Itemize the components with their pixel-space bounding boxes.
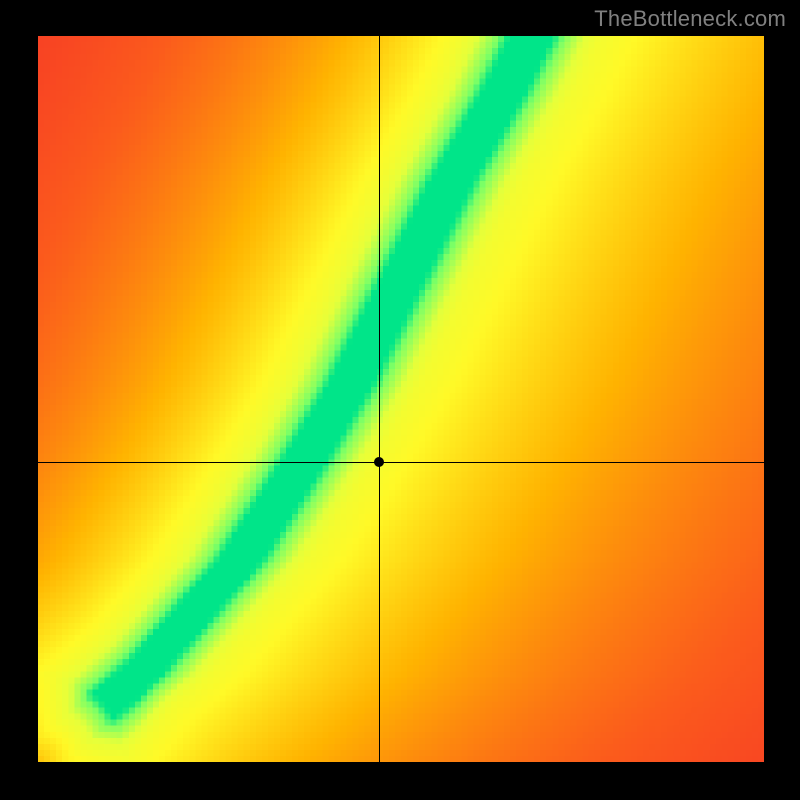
crosshair-marker-dot xyxy=(374,457,384,467)
watermark-text: TheBottleneck.com xyxy=(594,6,786,32)
heatmap-canvas xyxy=(38,36,764,762)
heatmap-plot-area xyxy=(38,36,764,762)
crosshair-horizontal-line xyxy=(38,462,764,463)
crosshair-vertical-line xyxy=(379,36,380,762)
